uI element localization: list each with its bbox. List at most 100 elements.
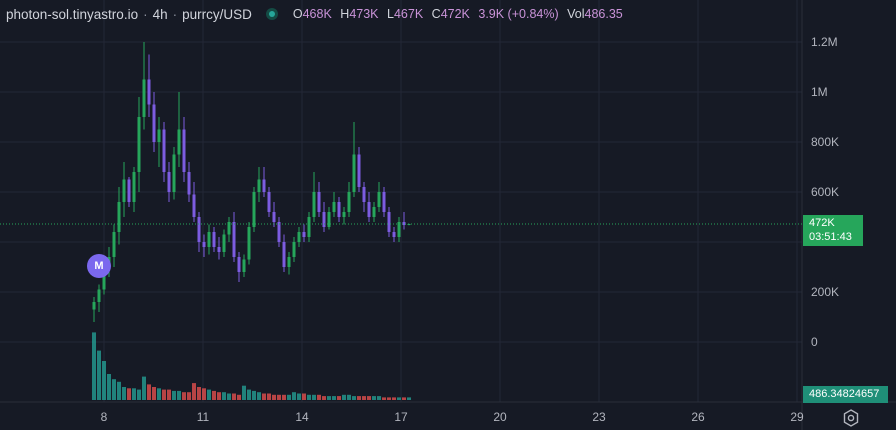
volume-bar bbox=[377, 396, 381, 400]
price-tick-label: 200K bbox=[811, 285, 839, 299]
candle-body bbox=[282, 242, 286, 267]
candle-body bbox=[92, 302, 96, 310]
volume-bar bbox=[227, 393, 231, 400]
candle-body bbox=[332, 202, 336, 212]
volume-bar bbox=[112, 379, 116, 400]
volume-bar bbox=[217, 392, 221, 400]
high-label: H bbox=[340, 7, 350, 21]
volume-bar bbox=[107, 374, 111, 400]
candle-body bbox=[267, 192, 271, 212]
volume-label: Vol bbox=[567, 7, 585, 21]
volume-bar bbox=[372, 396, 376, 400]
volume-bar bbox=[277, 394, 281, 400]
open-value: 468K bbox=[302, 7, 332, 21]
volume-bar bbox=[387, 397, 391, 400]
gear-icon[interactable] bbox=[841, 408, 861, 428]
volume-bar bbox=[292, 392, 296, 400]
candle-body bbox=[167, 172, 171, 192]
volume-bar bbox=[392, 397, 396, 400]
candle-body bbox=[197, 217, 201, 242]
volume-bar bbox=[142, 376, 146, 400]
price-axis[interactable]: 1.2M 1M 800K 600K 200K 0 bbox=[811, 35, 839, 349]
candle-body bbox=[322, 212, 326, 227]
candle-body bbox=[252, 192, 256, 227]
volume-bar bbox=[317, 394, 321, 400]
volume-bar bbox=[197, 387, 201, 400]
volume-bar bbox=[262, 393, 266, 400]
candle-body bbox=[127, 179, 131, 202]
time-axis[interactable]: 8 11 14 17 20 23 26 29 bbox=[101, 410, 804, 424]
volume-bar bbox=[322, 396, 326, 400]
volume-bar bbox=[367, 396, 371, 400]
market-status-dot[interactable] bbox=[265, 8, 278, 20]
chart-legend: photon-sol.tinyastro.io · 4h · purrcy/US… bbox=[6, 5, 628, 23]
volume-bar bbox=[307, 394, 311, 400]
candle-body bbox=[222, 234, 226, 252]
candle-body bbox=[342, 212, 346, 217]
candle-body bbox=[112, 232, 116, 257]
candle-body bbox=[182, 129, 186, 172]
low-label: L bbox=[387, 7, 394, 21]
price-tick-label: 0 bbox=[811, 335, 818, 349]
time-tick-label: 26 bbox=[691, 410, 705, 424]
volume-last-tag: 486.34824657 bbox=[803, 386, 888, 403]
volume-bar bbox=[102, 361, 106, 400]
candle-body bbox=[277, 222, 281, 242]
volume-value: 486.35 bbox=[584, 7, 623, 21]
volume-bar bbox=[127, 388, 131, 400]
candle-body bbox=[297, 232, 301, 242]
candle-body bbox=[397, 222, 401, 237]
candle-body bbox=[177, 129, 181, 155]
volume-bar bbox=[162, 389, 166, 400]
candle-body bbox=[372, 207, 376, 217]
candle-body bbox=[227, 222, 231, 235]
volume-bar bbox=[97, 350, 101, 400]
volume-bar bbox=[172, 390, 176, 400]
ohlc-values: O468K H473K L467K C472K 3.9K (+0.84%) Vo… bbox=[293, 7, 628, 21]
volume-bar bbox=[272, 394, 276, 400]
interval-label[interactable]: 4h bbox=[152, 6, 168, 22]
volume-bars bbox=[92, 332, 411, 400]
time-tick-label: 14 bbox=[295, 410, 309, 424]
candle-body bbox=[262, 179, 266, 192]
marker-badge[interactable]: M bbox=[87, 254, 111, 278]
volume-bar bbox=[342, 394, 346, 400]
candle-body bbox=[382, 192, 386, 212]
volume-bar bbox=[352, 396, 356, 400]
last-price-value: 472K bbox=[809, 217, 835, 229]
separator-dot: · bbox=[143, 6, 148, 22]
volume-bar bbox=[242, 385, 246, 400]
time-tick-label: 11 bbox=[197, 410, 210, 424]
volume-bar bbox=[157, 388, 161, 400]
volume-bar bbox=[122, 387, 126, 400]
volume-bar bbox=[347, 394, 351, 400]
low-value: 467K bbox=[393, 7, 424, 21]
separator-dot: · bbox=[172, 6, 178, 22]
bar-countdown: 03:51:43 bbox=[809, 231, 852, 243]
symbol-name[interactable]: photon-sol.tinyastro.io bbox=[6, 6, 139, 22]
candle-body bbox=[187, 172, 191, 195]
candle-body bbox=[202, 242, 206, 247]
volume-bar bbox=[152, 387, 156, 400]
volume-bar bbox=[312, 394, 316, 400]
volume-bar bbox=[337, 396, 341, 400]
price-tick-label: 800K bbox=[811, 135, 839, 149]
candle-body bbox=[132, 172, 136, 202]
high-value: 473K bbox=[349, 7, 379, 21]
change-value: 3.9K (+0.84%) bbox=[478, 7, 559, 21]
close-value: 472K bbox=[440, 7, 470, 21]
last-price-tag: 472K 03:51:43 bbox=[803, 215, 863, 246]
candle-body bbox=[147, 79, 151, 105]
volume-bar bbox=[117, 381, 121, 400]
time-tick-label: 8 bbox=[101, 410, 108, 424]
volume-bar bbox=[382, 397, 386, 400]
candle-body bbox=[242, 259, 246, 272]
volume-bar bbox=[257, 392, 261, 400]
candle-body bbox=[302, 232, 306, 237]
candle-body bbox=[402, 222, 406, 225]
close-label: C bbox=[431, 7, 441, 21]
volume-bar bbox=[207, 389, 211, 400]
candle-body bbox=[102, 267, 106, 290]
candle-body bbox=[287, 257, 291, 267]
